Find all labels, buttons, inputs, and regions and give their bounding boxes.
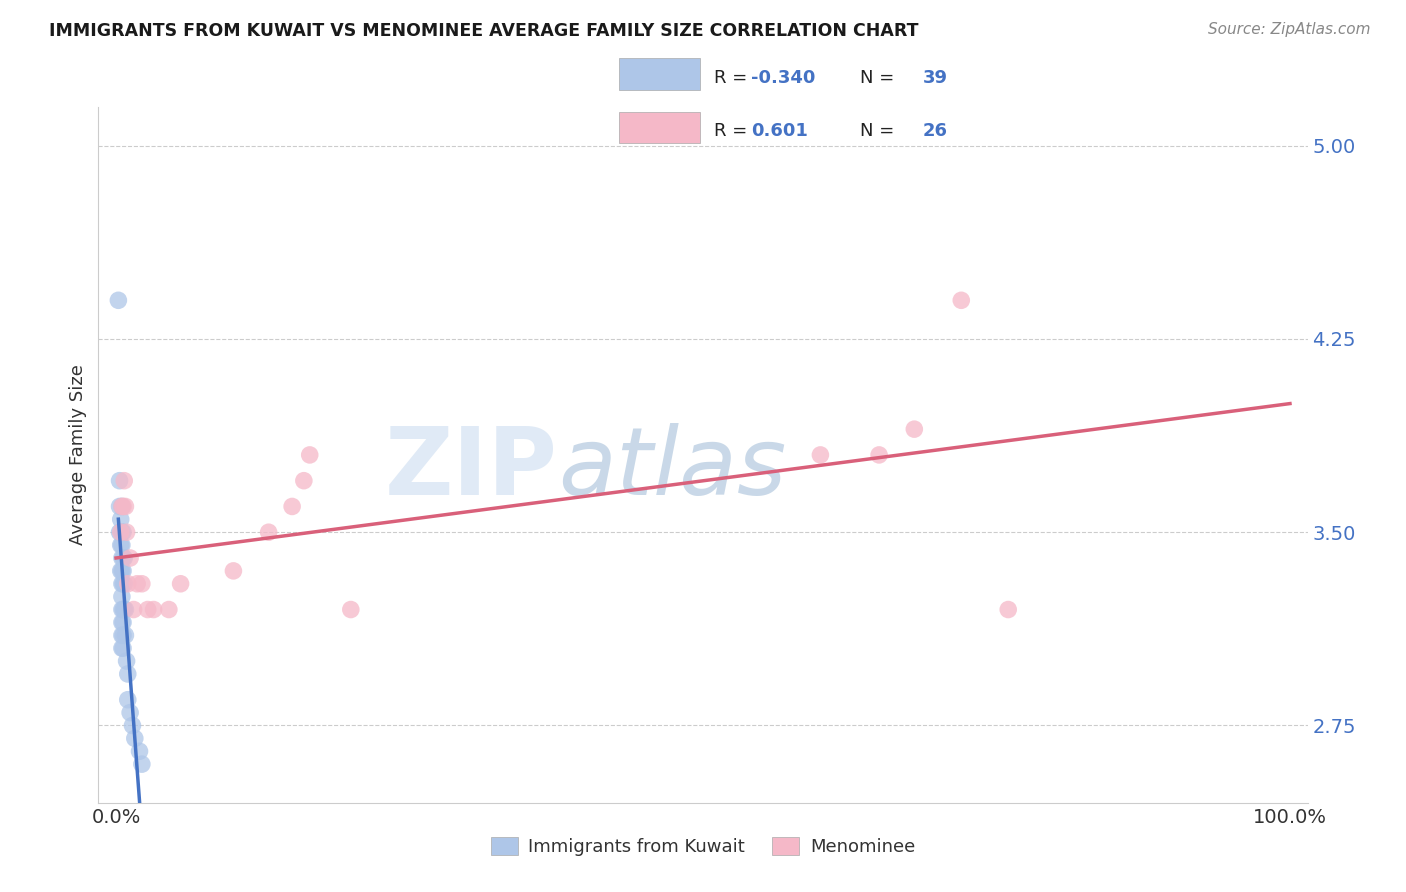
Point bbox=[111, 564, 134, 578]
Text: N =: N = bbox=[860, 122, 900, 140]
Point bbox=[222, 564, 245, 578]
Point bbox=[868, 448, 890, 462]
Point bbox=[121, 718, 143, 732]
Text: ZIP: ZIP bbox=[385, 423, 558, 515]
Point bbox=[997, 602, 1019, 616]
Text: N =: N = bbox=[860, 69, 900, 87]
Point bbox=[157, 602, 180, 616]
Y-axis label: Average Family Size: Average Family Size bbox=[69, 365, 87, 545]
Point bbox=[111, 500, 134, 514]
Text: 26: 26 bbox=[922, 122, 948, 140]
Point bbox=[112, 525, 135, 540]
Legend: Immigrants from Kuwait, Menominee: Immigrants from Kuwait, Menominee bbox=[484, 830, 922, 863]
Text: 0.601: 0.601 bbox=[751, 122, 807, 140]
Point bbox=[122, 602, 145, 616]
Point bbox=[111, 602, 134, 616]
Point bbox=[112, 474, 135, 488]
Text: R =: R = bbox=[714, 122, 754, 140]
Point bbox=[111, 576, 134, 591]
Point bbox=[128, 744, 150, 758]
Point bbox=[111, 538, 134, 552]
Point bbox=[340, 602, 363, 616]
Point bbox=[112, 641, 135, 656]
Point bbox=[112, 500, 135, 514]
Point bbox=[111, 615, 134, 630]
Point bbox=[112, 551, 135, 566]
Point bbox=[142, 602, 165, 616]
Point bbox=[950, 293, 973, 308]
Point bbox=[112, 551, 135, 566]
Point bbox=[112, 615, 135, 630]
Text: -0.340: -0.340 bbox=[751, 69, 815, 87]
Point bbox=[114, 602, 136, 616]
Point bbox=[115, 654, 138, 668]
Point bbox=[903, 422, 925, 436]
Point bbox=[114, 500, 136, 514]
FancyBboxPatch shape bbox=[619, 59, 700, 90]
Point bbox=[108, 500, 131, 514]
Point bbox=[112, 628, 135, 642]
FancyBboxPatch shape bbox=[619, 112, 700, 144]
Point bbox=[257, 525, 280, 540]
Point bbox=[112, 576, 135, 591]
Point bbox=[111, 628, 134, 642]
Point bbox=[110, 564, 132, 578]
Point bbox=[110, 512, 132, 526]
Point bbox=[117, 576, 139, 591]
Point bbox=[115, 525, 138, 540]
Point bbox=[281, 500, 304, 514]
Text: IMMIGRANTS FROM KUWAIT VS MENOMINEE AVERAGE FAMILY SIZE CORRELATION CHART: IMMIGRANTS FROM KUWAIT VS MENOMINEE AVER… bbox=[49, 22, 918, 40]
Point bbox=[111, 641, 134, 656]
Text: 39: 39 bbox=[922, 69, 948, 87]
Point bbox=[108, 474, 131, 488]
Point bbox=[111, 590, 134, 604]
Text: R =: R = bbox=[714, 69, 754, 87]
Point bbox=[808, 448, 831, 462]
Point bbox=[120, 551, 142, 566]
Point bbox=[111, 551, 134, 566]
Point bbox=[112, 602, 135, 616]
Point bbox=[131, 757, 153, 772]
Point bbox=[112, 576, 135, 591]
Point bbox=[117, 692, 139, 706]
Point bbox=[292, 474, 315, 488]
Point bbox=[169, 576, 191, 591]
Point bbox=[112, 602, 135, 616]
Point bbox=[108, 525, 131, 540]
Point bbox=[117, 667, 139, 681]
Point bbox=[112, 564, 135, 578]
Point bbox=[124, 731, 146, 746]
Text: atlas: atlas bbox=[558, 424, 786, 515]
Point bbox=[110, 538, 132, 552]
Point bbox=[127, 576, 149, 591]
Point bbox=[131, 576, 153, 591]
Text: Source: ZipAtlas.com: Source: ZipAtlas.com bbox=[1208, 22, 1371, 37]
Point bbox=[111, 500, 134, 514]
Point bbox=[110, 525, 132, 540]
Point bbox=[111, 525, 134, 540]
Point bbox=[136, 602, 159, 616]
Point bbox=[120, 706, 142, 720]
Point bbox=[107, 293, 129, 308]
Point bbox=[298, 448, 321, 462]
Point bbox=[114, 628, 136, 642]
